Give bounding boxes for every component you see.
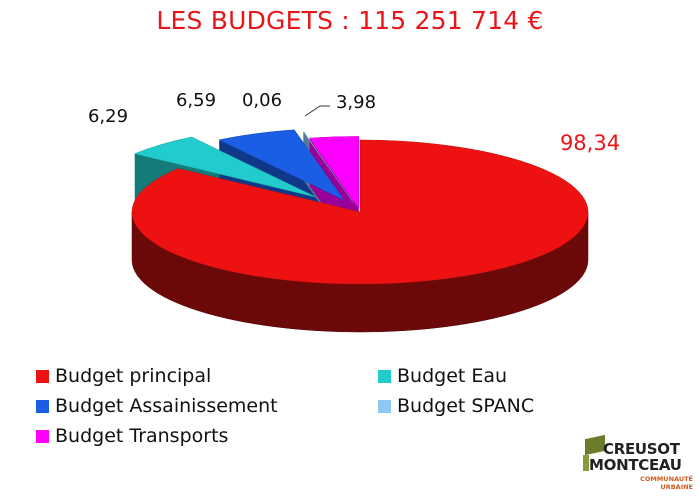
pie-slice-2 [218,129,345,201]
legend-item-budget-assainissement: Budget Assainissement [36,394,278,418]
chart-title: LES BUDGETS : 115 251 714 € [156,6,544,35]
legend-swatch [36,430,49,443]
pie-slice-3 [302,131,354,203]
logo-line-3: COMMUNAUTÉ URBAINE [640,475,693,491]
pie-slice-0 [131,139,589,285]
data-label-4: 3,98 [336,92,376,113]
pie-slice-1 [133,136,317,198]
logo-cube-side-shape [583,455,589,471]
legend-item-budget-eau: Budget Eau [378,364,507,388]
data-label-2: 6,59 [176,90,216,111]
pie-slice-4 [309,136,360,210]
legend-label: Budget SPANC [397,395,535,417]
creusot-montceau-logo: CREUSOT MONTCEAU COMMUNAUTÉ URBAINE [583,434,695,499]
legend-swatch [36,400,49,413]
legend-label: Budget Transports [55,425,229,447]
data-label-1: 6,29 [88,106,128,127]
leader-line [304,105,330,117]
legend-label: Budget Assainissement [55,395,278,417]
legend-item-budget-transports: Budget Transports [36,424,228,448]
legend-swatch [378,400,391,413]
pie-slices-group [131,129,589,333]
legend-label: Budget principal [55,365,212,387]
logo-line-1: CREUSOT [603,440,680,458]
legend-item-budget-principal: Budget principal [36,364,211,388]
legend-swatch [36,370,49,383]
logo-line-2: MONTCEAU [589,456,682,474]
legend-swatch [378,370,391,383]
legend-item-budget-spanc: Budget SPANC [378,394,534,418]
data-label-3: 0,06 [242,90,282,111]
data-label-0: 98,34 [560,131,620,155]
logo-cube-shape [585,434,605,456]
legend-label: Budget Eau [397,365,508,387]
